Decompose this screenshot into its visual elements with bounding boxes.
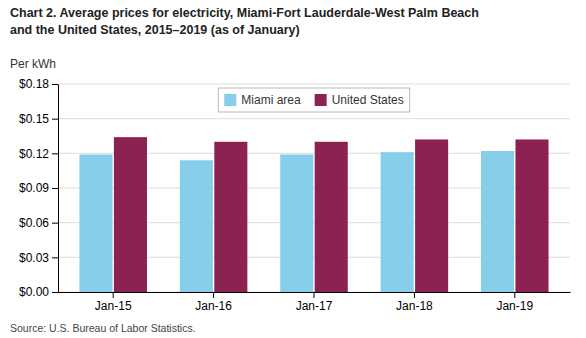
legend-label: Miami area: [241, 93, 301, 107]
bar: [481, 151, 514, 292]
y-tick-label: $0.06: [19, 216, 49, 230]
y-tick-mark: [52, 84, 58, 85]
grid-line: [58, 118, 570, 119]
x-axis: Jan-15 Jan-16 Jan-17 Jan-18 Jan-19: [59, 292, 571, 313]
x-tick: Jan-17: [296, 292, 333, 313]
y-tick: $0.00: [19, 285, 58, 299]
x-tick-mark: [514, 292, 515, 298]
bar: [214, 142, 247, 292]
bar: [415, 139, 448, 292]
bar: [114, 137, 147, 292]
x-tick: Jan-19: [496, 292, 533, 313]
legend-swatch: [315, 94, 327, 106]
y-tick: $0.06: [19, 216, 58, 230]
x-tick-mark: [414, 292, 415, 298]
y-axis-line: [58, 85, 59, 293]
x-tick-label: Jan-19: [496, 299, 533, 313]
y-tick-label: $0.15: [19, 112, 49, 126]
y-tick-mark: [52, 188, 58, 189]
y-axis-title: Per kWh: [10, 57, 56, 71]
y-tick-mark: [52, 119, 58, 120]
y-tick-label: $0.09: [19, 181, 49, 195]
grid: [58, 84, 570, 292]
x-tick-mark: [113, 292, 114, 298]
title: Chart 2. Average prices for electricity,…: [10, 6, 479, 20]
y-tick-label: $0.18: [19, 77, 49, 91]
bar: [180, 160, 213, 292]
x-tick-mark: [314, 292, 315, 298]
y-tick: $0.15: [19, 112, 58, 126]
x-tick: Jan-16: [195, 292, 232, 313]
chart: Chart 2. Average prices for electricity,…: [0, 0, 586, 338]
subtitle: and the United States, 2015–2019 (as of …: [10, 23, 300, 37]
bar: [79, 154, 112, 292]
y-tick-mark: [52, 223, 58, 224]
bar: [280, 154, 313, 292]
legend-swatch: [224, 94, 236, 106]
bar: [515, 139, 548, 292]
chart-container: Chart 2. Average prices for electricity,…: [0, 0, 586, 338]
y-tick: $0.18: [19, 77, 58, 91]
x-tick-label: Jan-15: [95, 299, 132, 313]
y-tick-label: $0.03: [19, 251, 49, 265]
bar-series: [114, 137, 549, 292]
bar: [315, 142, 348, 292]
y-axis: $0.00 $0.03 $0.06 $0.09 $0.12 $0.15 $0.18: [19, 77, 59, 299]
y-tick: $0.03: [19, 251, 58, 265]
x-tick: Jan-18: [396, 292, 433, 313]
x-tick: Jan-15: [95, 292, 132, 313]
y-tick-label: $0.12: [19, 147, 49, 161]
grid-line: [58, 84, 570, 85]
bar: [381, 152, 414, 292]
source-note: Source: U.S. Bureau of Labor Statistics.: [10, 322, 196, 334]
bars: [79, 137, 548, 292]
legend-frame: [218, 88, 409, 112]
y-tick: $0.12: [19, 147, 58, 161]
y-tick-label: $0.00: [19, 285, 49, 299]
y-tick-mark: [52, 153, 58, 154]
x-tick-mark: [213, 292, 214, 298]
x-tick-label: Jan-17: [296, 299, 333, 313]
legend-label: United States: [332, 93, 404, 107]
y-tick: $0.09: [19, 181, 58, 195]
y-tick-mark: [52, 292, 58, 293]
x-tick-label: Jan-18: [396, 299, 433, 313]
legend: Miami area United States: [218, 88, 409, 112]
x-tick-label: Jan-16: [195, 299, 232, 313]
y-tick-mark: [52, 257, 58, 258]
